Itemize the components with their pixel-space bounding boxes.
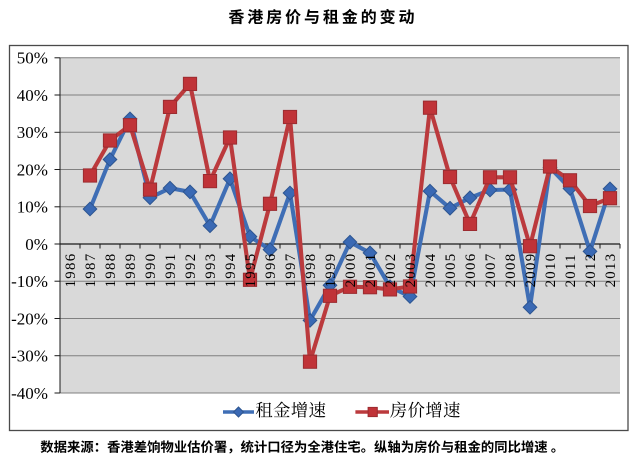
svg-text:1992: 1992 — [183, 253, 199, 288]
svg-text:1997: 1997 — [283, 253, 299, 288]
svg-text:1995: 1995 — [243, 253, 259, 288]
svg-text:2006: 2006 — [463, 253, 479, 288]
svg-text:1991: 1991 — [163, 253, 179, 288]
svg-text:10%: 10% — [17, 198, 48, 217]
svg-text:1987: 1987 — [83, 253, 99, 288]
svg-text:2001: 2001 — [363, 253, 379, 288]
svg-text:1994: 1994 — [223, 253, 239, 288]
svg-text:2011: 2011 — [563, 253, 579, 287]
svg-text:1986: 1986 — [63, 253, 79, 288]
svg-text:2000: 2000 — [343, 253, 359, 288]
svg-text:2013: 2013 — [603, 253, 619, 288]
svg-text:1996: 1996 — [263, 253, 279, 288]
svg-text:2004: 2004 — [423, 253, 439, 288]
svg-text:1989: 1989 — [123, 253, 139, 288]
svg-text:1993: 1993 — [203, 253, 219, 288]
svg-text:1998: 1998 — [303, 253, 319, 288]
svg-text:-10%: -10% — [11, 272, 48, 291]
svg-text:2010: 2010 — [543, 253, 559, 288]
svg-text:40%: 40% — [17, 86, 48, 105]
svg-text:2003: 2003 — [403, 253, 419, 288]
svg-text:-40%: -40% — [11, 384, 48, 403]
svg-text:-30%: -30% — [11, 347, 48, 366]
svg-text:30%: 30% — [17, 123, 48, 142]
svg-text:-20%: -20% — [11, 309, 48, 328]
svg-text:2012: 2012 — [583, 253, 599, 288]
svg-text:2009: 2009 — [523, 253, 539, 288]
svg-text:50%: 50% — [17, 49, 48, 68]
svg-text:2008: 2008 — [503, 253, 519, 288]
svg-text:20%: 20% — [17, 160, 48, 179]
svg-text:2007: 2007 — [483, 253, 499, 288]
svg-text:0%: 0% — [25, 235, 48, 254]
svg-text:1988: 1988 — [103, 253, 119, 288]
svg-text:2005: 2005 — [443, 253, 459, 288]
svg-text:2002: 2002 — [383, 253, 399, 288]
svg-text:1999: 1999 — [323, 253, 339, 288]
svg-text:1990: 1990 — [143, 253, 159, 288]
